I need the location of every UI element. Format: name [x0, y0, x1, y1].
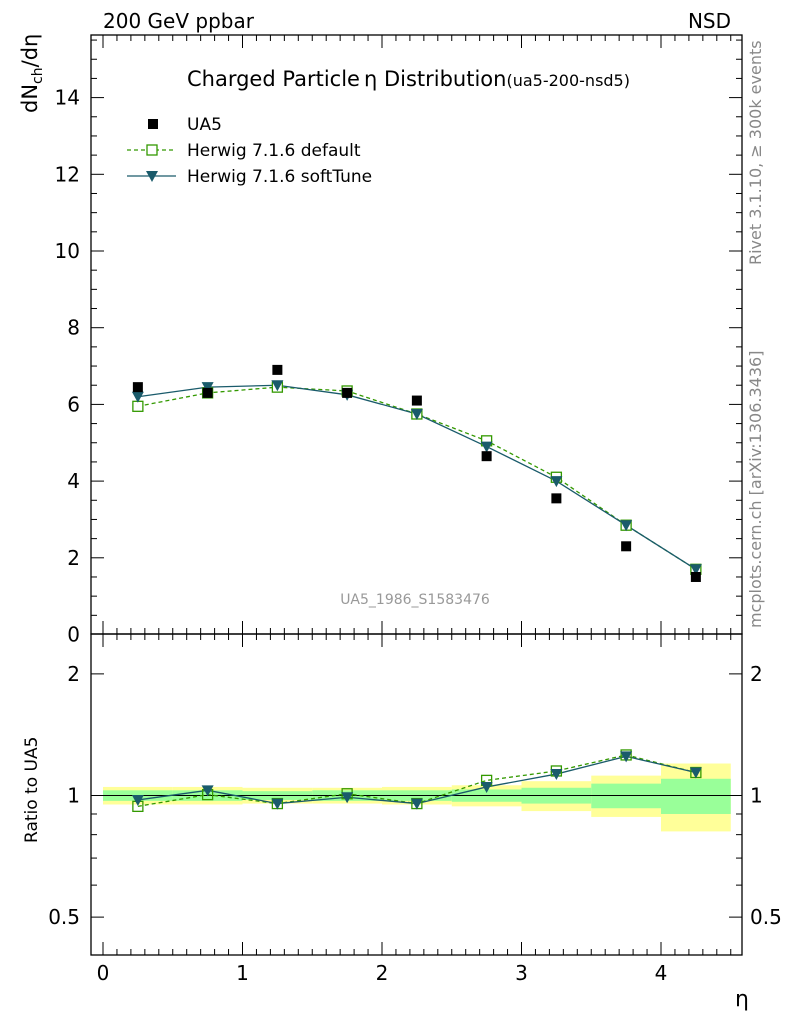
- y-axis-label-tail: /dη: [18, 34, 42, 68]
- main-y-tick-label: 8: [67, 316, 80, 340]
- title-symbol: η: [364, 67, 377, 91]
- main-data-point: [272, 364, 283, 375]
- ratio-softtune-point: [341, 792, 354, 804]
- main-data-point: [202, 387, 213, 398]
- ratio-axis-label: Ratio to UA5: [22, 737, 42, 843]
- y-axis-label-main: dN: [18, 84, 42, 113]
- title-main2: Distribution: [377, 67, 506, 91]
- main-softtune-point: [689, 564, 702, 576]
- ratio-softtune-point: [271, 798, 284, 810]
- ratio-x-tick-label: 0: [97, 961, 110, 985]
- ratio-y-tick-label: 1: [67, 784, 80, 808]
- legend-ua5-marker: [148, 119, 158, 129]
- main-softtune-point: [131, 391, 144, 403]
- ratio-x-tick-label: 4: [655, 961, 668, 985]
- analysis-label: UA5_1986_S1583476: [340, 592, 490, 608]
- ratio-y-tick-label-right: 1: [750, 784, 763, 808]
- ratio-frame: [90, 633, 743, 956]
- mcplots-label: mcplots.cern.ch [arXiv:1306.3436]: [746, 351, 765, 628]
- main-default-point: [132, 400, 144, 412]
- main-y-tick-label: 10: [55, 239, 80, 263]
- ratio-band-inner: [661, 778, 731, 814]
- main-data-point: [132, 382, 143, 393]
- ratio-softtune-point: [620, 751, 633, 763]
- header-left: 200 GeV ppbar: [103, 9, 255, 33]
- ratio-y-tick-label-right: 0.5: [750, 905, 782, 929]
- main-data-point: [690, 571, 701, 582]
- x-axis-label: η: [735, 987, 749, 1012]
- ratio-y-tick-label: 2: [67, 662, 80, 686]
- main-softtune-point: [201, 382, 214, 394]
- ratio-y-tick-label: 0.5: [48, 905, 80, 929]
- main-softtune-point: [271, 380, 284, 392]
- main-y-tick-label: 4: [67, 469, 80, 493]
- main-data-point: [551, 493, 562, 504]
- ratio-plot: 0.5 0.5 1 1 2 2 0 1 2 3 4: [48, 633, 782, 985]
- main-plot: 0 2 4 6 8 10 12 14: [55, 34, 743, 647]
- main-softtune-point: [480, 441, 493, 453]
- legend: UA5 Herwig 7.1.6 default Herwig 7.1.6 so…: [127, 115, 372, 187]
- main-y-tick-label: 2: [67, 546, 80, 570]
- ratio-softtune-point: [201, 785, 214, 797]
- main-data-point: [411, 395, 422, 406]
- main-softtune-point: [410, 408, 423, 420]
- title-code: (ua5-200-nsd5): [506, 71, 630, 90]
- y-axis-label: dNch/dη: [18, 34, 46, 113]
- ratio-x-tick-label: 2: [376, 961, 389, 985]
- main-y-tick-label: 14: [55, 86, 80, 110]
- legend-default-marker: [146, 144, 158, 156]
- plot-title: Charged Particle η Distribution(ua5-200-n…: [187, 67, 630, 91]
- y-axis-label-sub: ch: [30, 67, 46, 84]
- ratio-x-tick-label: 1: [236, 961, 249, 985]
- main-default-line: [137, 386, 697, 570]
- ratio-y-tick-label-right: 2: [750, 662, 763, 686]
- main-data-point: [342, 387, 353, 398]
- ratio-softtune-point: [480, 781, 493, 793]
- legend-default-label: Herwig 7.1.6 default: [187, 141, 361, 161]
- legend-softtune-label: Herwig 7.1.6 softTune: [187, 167, 372, 187]
- ratio-softtune-point: [550, 769, 563, 781]
- main-softtune-point: [550, 476, 563, 488]
- legend-softtune-marker: [146, 171, 158, 182]
- ratio-softtune-point: [689, 767, 702, 779]
- title-main: Charged Particle: [187, 67, 360, 91]
- ratio-softtune-point: [410, 798, 423, 810]
- rivet-label: Rivet 3.1.10, ≥ 300k events: [746, 40, 765, 265]
- main-y-tick-label: 0: [67, 623, 80, 647]
- ratio-softtune-point: [131, 794, 144, 806]
- main-y-tick-label: 6: [67, 392, 80, 416]
- main-data-point: [481, 451, 492, 462]
- header-right: NSD: [688, 9, 731, 33]
- ratio-x-tick-label: 3: [515, 961, 528, 985]
- main-y-tick-label: 12: [55, 162, 80, 186]
- main-data-point: [621, 541, 632, 552]
- legend-ua5-label: UA5: [187, 115, 222, 135]
- main-softtune-point: [620, 520, 633, 532]
